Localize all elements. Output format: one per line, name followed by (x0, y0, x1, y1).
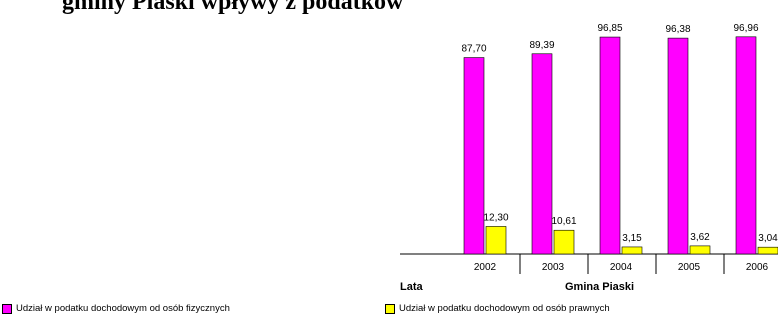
bar-fizycznych-2003 (531, 53, 553, 255)
bar-prawnych-2006 (757, 246, 778, 255)
footer-center-label: Gmina Piaski (565, 281, 634, 293)
bar-prawnych-2002 (485, 226, 507, 255)
tick-label-2006: 2006 (746, 262, 769, 273)
tick-label-2004: 2004 (610, 262, 633, 273)
chart-title-text: gminy Piaski wpływy z podatków (62, 0, 404, 15)
value-label-fizycznych-2004: 96,85 (597, 23, 622, 34)
tick-label-2005: 2005 (678, 262, 701, 273)
tick-label-2003: 2003 (542, 262, 565, 273)
value-label-prawnych-2005: 3,62 (690, 232, 710, 243)
value-label-fizycznych-2003: 89,39 (529, 40, 554, 51)
footer-left-label: Lata (400, 281, 424, 293)
bar-prawnych-2005 (689, 245, 711, 255)
bars-group: 87,70 12,30 89,39 10,61 96,85 3,15 96,38 3,62 96… (461, 23, 778, 255)
legend: Udział w podatku dochodowym od osób fizy… (0, 303, 778, 319)
value-label-fizycznych-2006: 96,96 (733, 23, 758, 34)
legend-label-series1: Udział w podatku dochodowym od osób fizy… (16, 303, 230, 314)
value-label-prawnych-2006: 3,04 (758, 233, 778, 244)
value-label-fizycznych-2002: 87,70 (461, 44, 486, 55)
bar-prawnych-2004 (621, 246, 643, 255)
chart-title: gminy Piaski wpływy z podatków (0, 0, 778, 16)
tick-label-2002: 2002 (474, 262, 497, 273)
legend-label-series2: Udział w podatku dochodowym od osób praw… (399, 303, 610, 314)
value-label-prawnych-2003: 10,61 (551, 216, 576, 227)
legend-swatch-series1 (2, 303, 12, 314)
legend-item-series2: Udział w podatku dochodowym od osób praw… (385, 303, 610, 314)
bar-fizycznych-2002 (463, 57, 485, 255)
value-label-fizycznych-2005: 96,38 (665, 24, 690, 35)
value-label-prawnych-2002: 12,30 (483, 212, 508, 223)
ticks-group: 2002 2003 2004 2005 2006 (474, 254, 769, 274)
bar-fizycznych-2006 (735, 36, 757, 255)
bar-fizycznych-2004 (599, 36, 621, 255)
legend-item-series1: Udział w podatku dochodowym od osób fizy… (2, 303, 230, 314)
bar-fizycznych-2005 (667, 37, 689, 255)
bar-prawnych-2003 (553, 229, 575, 255)
value-label-prawnych-2004: 3,15 (622, 233, 642, 244)
legend-swatch-series2 (385, 303, 395, 314)
